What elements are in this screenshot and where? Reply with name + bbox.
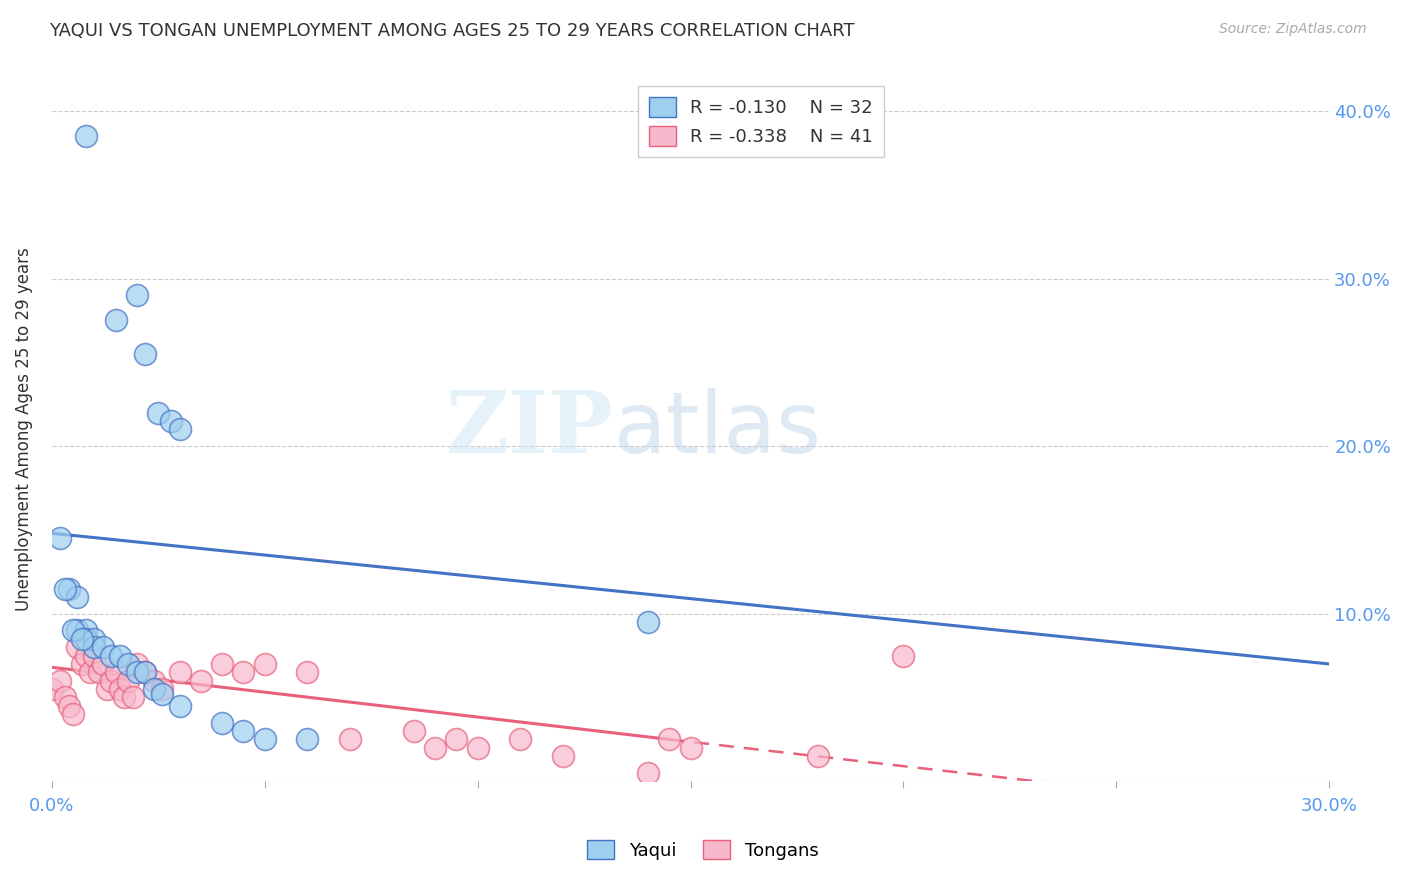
Point — [104, 313, 127, 327]
Point — [679, 740, 702, 755]
Point — [893, 648, 915, 663]
Point — [83, 648, 105, 663]
Point — [152, 682, 174, 697]
Point — [75, 624, 97, 638]
Point — [96, 682, 118, 697]
Point — [297, 665, 319, 680]
Point — [87, 665, 110, 680]
Text: Source: ZipAtlas.com: Source: ZipAtlas.com — [1219, 22, 1367, 37]
Point — [142, 682, 165, 697]
Point — [253, 732, 276, 747]
Point — [91, 657, 114, 671]
Point — [58, 698, 80, 713]
Point — [169, 665, 191, 680]
Text: ZIP: ZIP — [446, 387, 614, 471]
Point — [53, 582, 76, 596]
Point — [232, 665, 254, 680]
Point — [70, 632, 93, 646]
Point — [402, 724, 425, 739]
Point — [169, 698, 191, 713]
Point — [190, 673, 212, 688]
Point — [49, 531, 72, 545]
Point — [637, 615, 659, 629]
Point — [134, 347, 156, 361]
Point — [637, 765, 659, 780]
Point — [58, 582, 80, 596]
Point — [53, 690, 76, 705]
Text: atlas: atlas — [614, 388, 823, 471]
Point — [134, 665, 156, 680]
Point — [551, 749, 574, 764]
Point — [100, 648, 122, 663]
Point — [169, 422, 191, 436]
Point — [83, 640, 105, 655]
Point — [62, 624, 84, 638]
Text: YAQUI VS TONGAN UNEMPLOYMENT AMONG AGES 25 TO 29 YEARS CORRELATION CHART: YAQUI VS TONGAN UNEMPLOYMENT AMONG AGES … — [49, 22, 855, 40]
Point — [104, 665, 127, 680]
Point — [117, 673, 139, 688]
Point — [509, 732, 531, 747]
Point — [117, 657, 139, 671]
Point — [125, 665, 148, 680]
Point — [446, 732, 468, 747]
Point — [62, 707, 84, 722]
Point — [211, 715, 233, 730]
Point — [297, 732, 319, 747]
Point — [66, 590, 89, 604]
Point — [79, 665, 101, 680]
Point — [211, 657, 233, 671]
Y-axis label: Unemployment Among Ages 25 to 29 years: Unemployment Among Ages 25 to 29 years — [15, 247, 32, 611]
Point — [75, 632, 97, 646]
Point — [66, 640, 89, 655]
Point — [142, 673, 165, 688]
Legend: R = -0.130    N = 32, R = -0.338    N = 41: R = -0.130 N = 32, R = -0.338 N = 41 — [638, 87, 884, 157]
Point — [253, 657, 276, 671]
Point — [232, 724, 254, 739]
Point — [125, 288, 148, 302]
Point — [108, 682, 131, 697]
Point — [49, 673, 72, 688]
Point — [152, 687, 174, 701]
Point — [125, 657, 148, 671]
Point — [108, 648, 131, 663]
Point — [75, 648, 97, 663]
Point — [66, 624, 89, 638]
Point — [807, 749, 830, 764]
Point — [148, 406, 170, 420]
Point — [423, 740, 446, 755]
Legend: Yaqui, Tongans: Yaqui, Tongans — [581, 832, 825, 867]
Point — [41, 682, 63, 697]
Point — [160, 414, 183, 428]
Point — [91, 640, 114, 655]
Point — [83, 632, 105, 646]
Point — [658, 732, 681, 747]
Point — [100, 673, 122, 688]
Point — [134, 665, 156, 680]
Point — [70, 657, 93, 671]
Point — [339, 732, 361, 747]
Point — [112, 690, 135, 705]
Point — [75, 129, 97, 144]
Point — [467, 740, 489, 755]
Point — [121, 690, 143, 705]
